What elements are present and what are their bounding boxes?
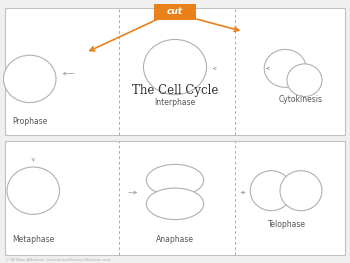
Ellipse shape — [264, 49, 306, 87]
Ellipse shape — [280, 171, 322, 211]
Text: The Cell Cycle: The Cell Cycle — [132, 84, 218, 97]
Ellipse shape — [250, 171, 292, 211]
FancyBboxPatch shape — [154, 4, 196, 20]
Ellipse shape — [146, 188, 204, 220]
Text: © William Atkinson, InteractiveScienceTeacher.com: © William Atkinson, InteractiveScienceTe… — [5, 258, 111, 262]
Ellipse shape — [7, 167, 60, 214]
Text: cut: cut — [167, 7, 183, 16]
Text: Anaphase: Anaphase — [156, 235, 194, 244]
Ellipse shape — [146, 164, 204, 196]
Ellipse shape — [144, 39, 206, 95]
Text: Interphase: Interphase — [154, 98, 196, 107]
Bar — [5, 141, 345, 255]
Text: Metaphase: Metaphase — [12, 235, 54, 244]
Text: Telophase: Telophase — [268, 220, 306, 229]
Text: Prophase: Prophase — [12, 117, 48, 126]
Ellipse shape — [287, 64, 322, 97]
Ellipse shape — [4, 55, 56, 103]
Text: Cytokinesis: Cytokinesis — [278, 95, 322, 104]
Bar — [5, 8, 345, 135]
